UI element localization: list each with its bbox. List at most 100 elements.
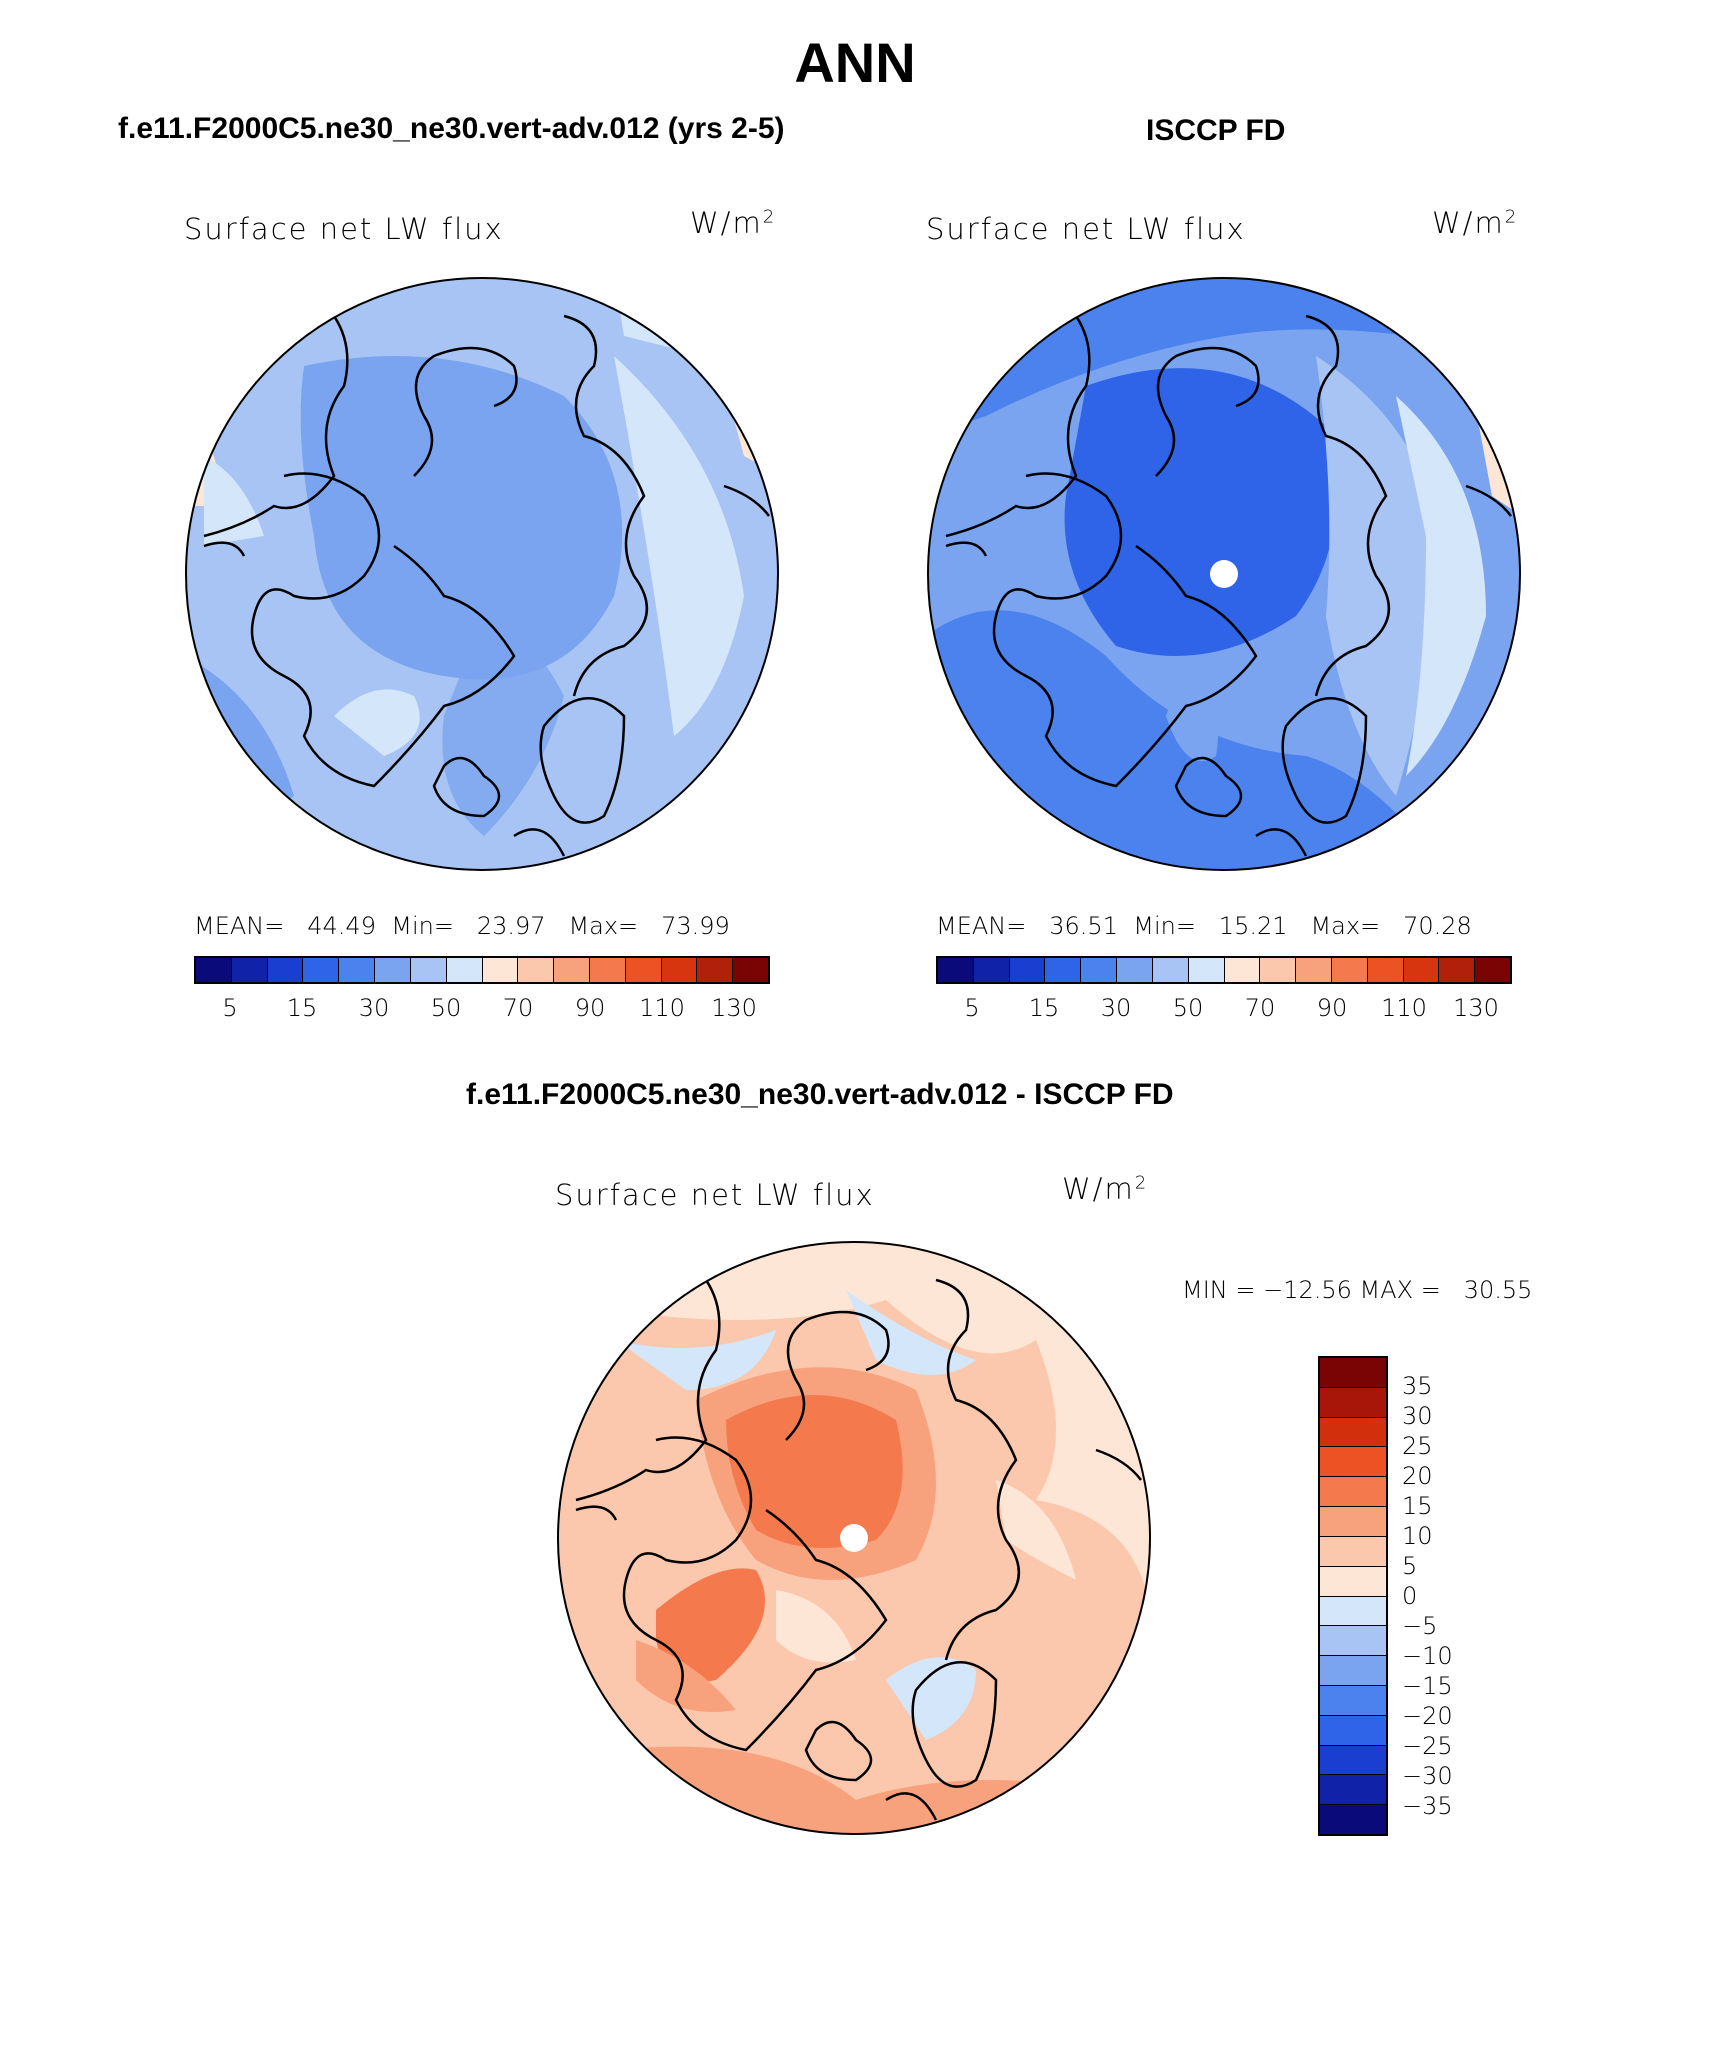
colorbar-tick-label: 130 (711, 994, 757, 1022)
panel-2-polar-map (927, 277, 1521, 871)
colorbar-swatch (1320, 1507, 1386, 1537)
colorbar-swatch (733, 958, 768, 982)
colorbar-tick-label: 90 (574, 994, 606, 1022)
colorbar-tick-label: 110 (639, 994, 685, 1022)
colorbar-swatch (554, 958, 590, 982)
colorbar-swatch (1475, 958, 1510, 982)
colorbar-tick-label: 90 (1316, 994, 1348, 1022)
colorbar-tick-label: −35 (1402, 1792, 1453, 1820)
colorbar-tick-label: 15 (286, 994, 318, 1022)
colorbar-swatch (446, 958, 483, 982)
panel-2-field-label: Surface net LW flux (926, 212, 1246, 246)
colorbar-tick-label: −10 (1402, 1642, 1453, 1670)
colorbar-swatch (1320, 1715, 1386, 1746)
colorbar-tick-label: 50 (1172, 994, 1204, 1022)
colorbar-swatch (339, 958, 376, 982)
colorbar-swatch (1320, 1358, 1386, 1388)
colorbar-swatch (1320, 1626, 1386, 1657)
diff-polar-map (557, 1241, 1151, 1835)
colorbar-tick-label: 0 (1402, 1582, 1418, 1610)
colorbar-swatch (1367, 958, 1404, 982)
colorbar-swatch (1320, 1596, 1386, 1627)
colorbar-swatch (1009, 958, 1046, 982)
panel-1-colorbar (194, 956, 770, 984)
colorbar-swatch (1320, 1417, 1386, 1448)
colorbar-swatch (1320, 1447, 1386, 1478)
colorbar-tick-label: 5 (222, 994, 238, 1022)
diff-minmax: MIN = −12.56 MAX = 30.55 (1182, 1276, 1533, 1304)
colorbar-swatch (1320, 1656, 1386, 1686)
panel-1-units: W/m2 (690, 206, 777, 240)
colorbar-swatch (1320, 1566, 1386, 1597)
colorbar-swatch (1320, 1536, 1386, 1567)
colorbar-tick-label: 130 (1453, 994, 1499, 1022)
panel-1-polar-map (185, 277, 779, 871)
colorbar-tick-label: −25 (1402, 1732, 1453, 1760)
panel-1-stats: MEAN= 44.49 Min= 23.97 Max= 73.99 (194, 912, 730, 940)
colorbar-swatch (1320, 1387, 1386, 1418)
colorbar-swatch (1152, 958, 1189, 982)
colorbar-swatch (1320, 1745, 1386, 1776)
colorbar-swatch (938, 958, 974, 982)
colorbar-tick-label: −5 (1402, 1612, 1438, 1640)
colorbar-swatch (1439, 958, 1476, 982)
colorbar-tick-label: 70 (502, 994, 534, 1022)
colorbar-swatch (1403, 958, 1440, 982)
colorbar-tick-label: 5 (964, 994, 980, 1022)
colorbar-swatch (303, 958, 340, 982)
colorbar-swatch (1224, 958, 1261, 982)
colorbar-tick-label: 15 (1402, 1492, 1433, 1520)
panel-2-stats: MEAN= 36.51 Min= 15.21 Max= 70.28 (936, 912, 1472, 940)
colorbar-tick-label: 50 (430, 994, 462, 1022)
panel-2-title: ISCCP FD (1146, 114, 1286, 147)
diff-field-label: Surface net LW flux (555, 1178, 875, 1212)
colorbar-tick-label: 30 (1402, 1402, 1433, 1430)
colorbar-swatch (1320, 1805, 1386, 1834)
colorbar-swatch (1320, 1775, 1386, 1806)
diff-colorbar (1318, 1356, 1388, 1836)
colorbar-swatch (267, 958, 304, 982)
colorbar-tick-label: −20 (1402, 1702, 1453, 1730)
colorbar-tick-label: −30 (1402, 1762, 1453, 1790)
panel-2-colorbar (936, 956, 1512, 984)
colorbar-swatch (589, 958, 626, 982)
colorbar-swatch (1117, 958, 1153, 982)
colorbar-swatch (1081, 958, 1118, 982)
colorbar-swatch (661, 958, 698, 982)
diff-colorbar-ticks: 35 30 25 20 15 10 5 0 −5 −10 −15 −20 −25 −30 −35 (1402, 1356, 1482, 1836)
panel-1-colorbar-ticks: 5 15 30 50 70 90 110 130 (194, 994, 770, 1024)
panel-2-units: W/m2 (1432, 206, 1519, 240)
diff-panel-title: f.e11.F2000C5.ne30_ne30.vert-adv.012 - I… (466, 1078, 1174, 1111)
panel-1-title: f.e11.F2000C5.ne30_ne30.vert-adv.012 (yr… (118, 112, 785, 145)
colorbar-swatch (1260, 958, 1297, 982)
colorbar-tick-label: 110 (1381, 994, 1427, 1022)
panel-2-colorbar-ticks: 5 15 30 50 70 90 110 130 (936, 994, 1512, 1024)
panel-1-field-label: Surface net LW flux (184, 212, 504, 246)
diff-units: W/m2 (1062, 1172, 1149, 1206)
main-title: ANN (794, 31, 916, 94)
colorbar-swatch (1331, 958, 1368, 982)
colorbar-swatch (625, 958, 662, 982)
colorbar-tick-label: −15 (1402, 1672, 1453, 1700)
colorbar-tick-label: 30 (358, 994, 390, 1022)
colorbar-swatch (410, 958, 447, 982)
colorbar-swatch (482, 958, 519, 982)
colorbar-swatch (1320, 1685, 1386, 1716)
colorbar-swatch (697, 958, 734, 982)
colorbar-swatch (1296, 958, 1332, 982)
colorbar-swatch (231, 958, 268, 982)
colorbar-swatch (196, 958, 232, 982)
colorbar-tick-label: 20 (1402, 1462, 1433, 1490)
colorbar-tick-label: 70 (1244, 994, 1276, 1022)
colorbar-swatch (1320, 1477, 1386, 1508)
colorbar-swatch (375, 958, 411, 982)
colorbar-tick-label: 30 (1100, 994, 1132, 1022)
colorbar-tick-label: 10 (1402, 1522, 1433, 1550)
colorbar-tick-label: 5 (1402, 1552, 1418, 1580)
colorbar-tick-label: 25 (1402, 1432, 1433, 1460)
colorbar-swatch (1045, 958, 1082, 982)
colorbar-swatch (1188, 958, 1225, 982)
colorbar-swatch (973, 958, 1010, 982)
colorbar-tick-label: 15 (1028, 994, 1060, 1022)
colorbar-swatch (518, 958, 555, 982)
